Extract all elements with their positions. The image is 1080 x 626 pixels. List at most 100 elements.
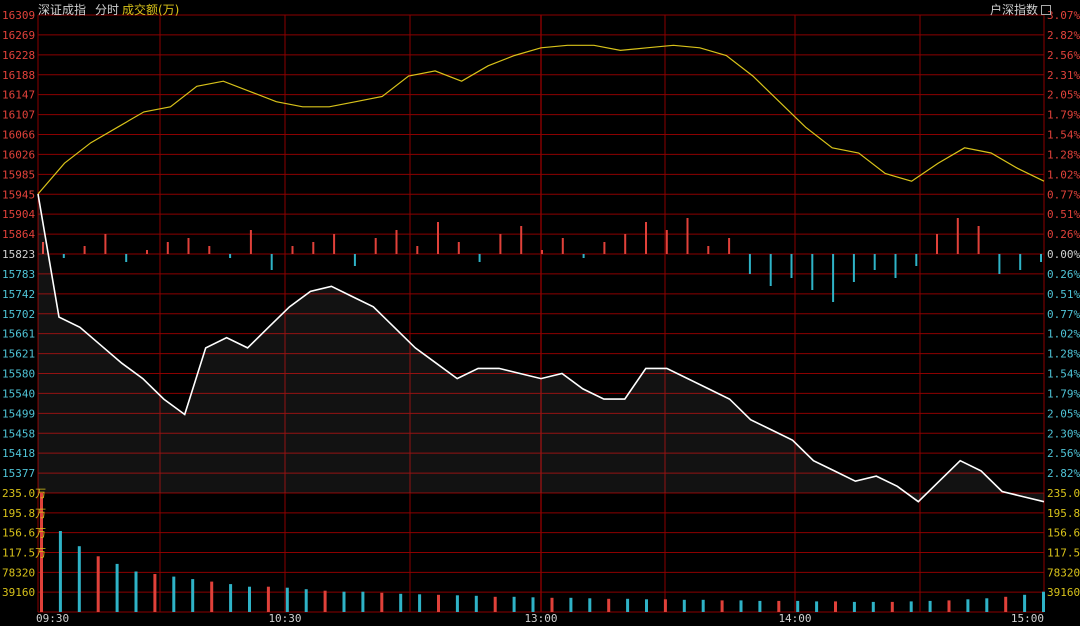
price-tick-label: 15458	[2, 427, 35, 440]
amount-bar	[707, 246, 710, 254]
pct-tick-label: 2.05%	[1047, 89, 1080, 102]
volume-bar	[96, 556, 100, 612]
amount-bar	[62, 254, 65, 258]
volume-tick-label: 156.6	[1047, 527, 1080, 540]
amount-bar	[832, 254, 835, 302]
price-tick-label: 15540	[2, 387, 35, 400]
volume-tick-label: 156.6万	[2, 527, 46, 540]
amount-bar	[769, 254, 772, 286]
price-tick-label: 15661	[2, 328, 35, 341]
amount-bar	[873, 254, 876, 270]
volume-bar	[437, 594, 440, 612]
price-tick-label: 16188	[2, 69, 35, 82]
pct-tick-label: 0.51%	[1047, 208, 1080, 221]
amount-bar	[125, 254, 128, 262]
price-tick-label: 15823	[2, 248, 35, 261]
axis-labels: 16309 16269 16228 16188 16147 16107 16066 16026…	[2, 9, 1080, 625]
amount-bar	[249, 230, 252, 254]
amount-bar	[270, 254, 273, 270]
amount-bar	[416, 246, 419, 254]
volume-tick-label: 78320	[1047, 566, 1080, 579]
amount-bar	[166, 242, 169, 254]
amount-bar	[333, 234, 336, 254]
volume-bar	[890, 601, 894, 612]
price-tick-label: 16107	[2, 109, 35, 122]
pct-tick-label: 1.79%	[1047, 109, 1080, 122]
volume-bar	[588, 598, 592, 612]
volume-bar	[172, 576, 176, 612]
tab-intraday[interactable]: 分时	[95, 3, 120, 17]
volume-bar	[361, 591, 365, 612]
pct-tick-label: 0.26%	[1047, 228, 1080, 241]
amount-bar	[208, 246, 211, 254]
volume-bar	[682, 599, 686, 612]
volume-bar	[645, 599, 648, 612]
amount-bar	[291, 246, 294, 254]
price-tick-label: 15580	[2, 368, 35, 381]
price-area	[38, 194, 1044, 502]
volume-label: 成交额(万)	[122, 3, 180, 17]
pct-tick-label: 1.79%	[1047, 387, 1080, 400]
volume-bar	[720, 600, 724, 612]
volume-bar	[758, 600, 762, 612]
price-tick-label: 15702	[2, 308, 35, 321]
amount-bar	[894, 254, 897, 278]
pct-tick-label: 0.77%	[1047, 188, 1080, 201]
volume-bar	[134, 571, 138, 612]
volume-bar	[928, 600, 932, 612]
volume-bar	[380, 592, 384, 612]
pct-tick-label: 1.28%	[1047, 348, 1080, 361]
pct-tick-label: 2.31%	[1047, 69, 1080, 82]
amount-bar	[748, 254, 751, 274]
volume-bar	[77, 546, 81, 612]
amount-bar	[104, 234, 107, 254]
amount-bar	[499, 234, 502, 254]
volume-tick-label: 235.0	[1047, 487, 1080, 500]
price-tick-label: 16147	[2, 89, 35, 102]
volume-bar	[909, 601, 913, 612]
pct-tick-label: 0.00%	[1047, 248, 1080, 261]
volume-bar	[418, 594, 422, 612]
pct-tick-label: 1.54%	[1047, 129, 1080, 142]
volume-tick-label: 117.5	[1047, 547, 1080, 560]
amount-bars	[42, 218, 1042, 302]
volume-bar	[550, 597, 554, 612]
volume-bar	[493, 596, 497, 612]
switch-index-button[interactable]: 户深指数	[990, 1, 1052, 18]
amount-bar	[561, 238, 564, 254]
price-line	[37, 193, 1045, 503]
amount-bar	[977, 226, 980, 254]
avg-line-path	[37, 44, 1045, 195]
price-tick-label: 16066	[2, 129, 35, 142]
volume-bar	[569, 597, 573, 612]
time-tick-label: 09:30	[36, 612, 69, 625]
pct-tick-label: 1.02%	[1047, 168, 1080, 181]
amount-bar	[915, 254, 918, 266]
amount-bar	[956, 218, 959, 254]
amount-bar	[374, 238, 377, 254]
pct-tick-label: 0.26%	[1047, 268, 1080, 281]
volume-bar	[153, 574, 157, 612]
amount-bar	[728, 238, 731, 254]
volume-bar	[1042, 591, 1045, 612]
volume-bar	[285, 587, 289, 612]
volume-bar	[1023, 594, 1027, 612]
volume-bar	[40, 493, 43, 612]
volume-bar	[210, 581, 214, 612]
pct-tick-label: 2.82%	[1047, 467, 1080, 480]
pct-tick-label: 0.77%	[1047, 308, 1080, 321]
volume-bar	[229, 584, 233, 612]
volume-bar	[304, 589, 308, 612]
volume-bar	[58, 531, 62, 612]
index-name: 深证成指	[38, 3, 87, 17]
volume-bar	[115, 563, 119, 612]
volume-tick-label: 195.8	[1047, 507, 1080, 520]
price-tick-label: 16309	[2, 9, 35, 22]
volume-bar	[852, 601, 856, 612]
volume-tick-label: 39160	[1047, 586, 1080, 599]
volume-bar	[342, 591, 346, 612]
toggle-icon	[1041, 5, 1052, 15]
pct-tick-label: 2.56%	[1047, 447, 1080, 460]
price-tick-label: 15418	[2, 447, 35, 460]
